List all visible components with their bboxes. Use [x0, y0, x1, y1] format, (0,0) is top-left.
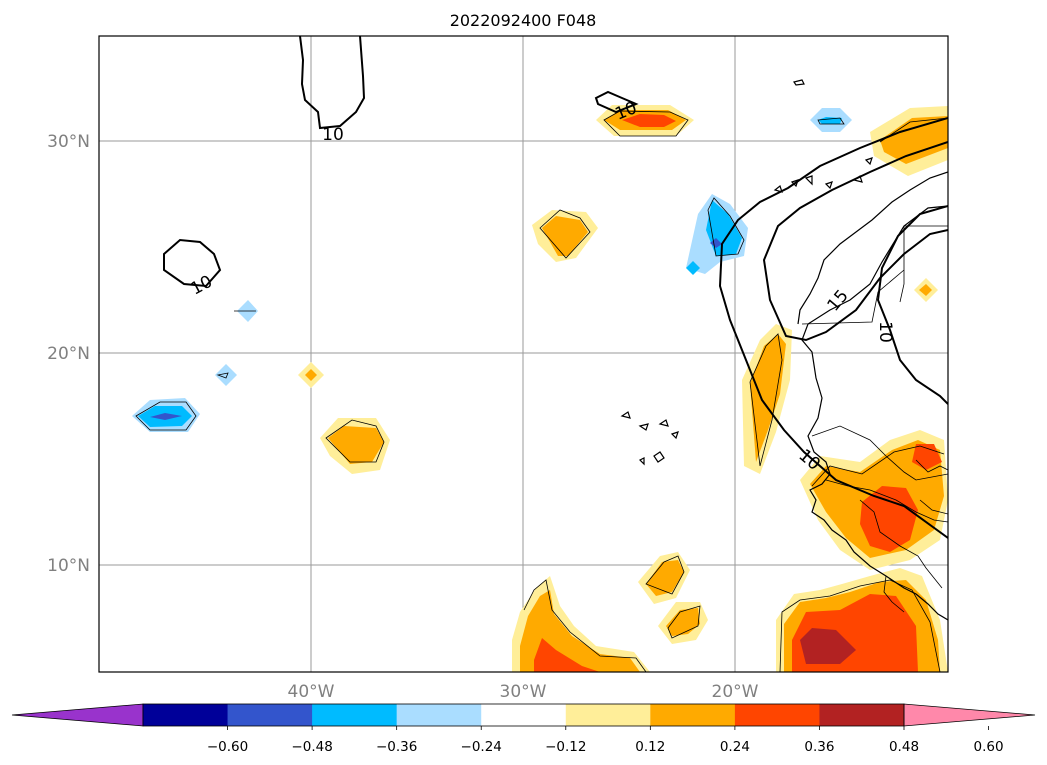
colorbar-segment [227, 704, 313, 726]
contour-outline [707, 197, 745, 257]
contour-outline [667, 605, 701, 639]
colorbar-segment [819, 704, 905, 726]
colorbar-tick-label: 0.36 [804, 739, 834, 755]
map-panel: 10 10 10 10 15 10 30°N 20°N 10°N 40°W 30… [47, 35, 949, 702]
colorbar-tick-label: 0.48 [889, 739, 919, 755]
colorbar-extend-high [903, 703, 1036, 727]
colorbar-tick-label: −0.12 [545, 739, 586, 755]
contour-10-mid-north [594, 90, 639, 114]
lon-label-40w: 40°W [288, 682, 335, 702]
positive-blob-south-max [534, 638, 600, 672]
positive-blob-mid-core [542, 216, 588, 256]
contour-10-north [299, 36, 366, 130]
lat-label-10n: 10°N [47, 556, 90, 576]
contour-outline [135, 401, 197, 431]
negative-blob-west-min [150, 413, 182, 420]
figure-title: 2022092400 F048 [450, 11, 597, 30]
contour-outline [645, 555, 685, 595]
positive-blob-s1-core [646, 560, 684, 596]
lat-labels: 30°N 20°N 10°N [47, 132, 90, 576]
colorbar-segment [565, 704, 651, 726]
negative-blob-east-spot [686, 261, 700, 275]
colorbar-segment [396, 704, 482, 726]
contour-outline [811, 445, 945, 487]
contour-label: 10 [875, 321, 895, 343]
lat-label-30n: 30°N [47, 132, 90, 152]
colorbar-segment [312, 704, 398, 726]
africa-coastline [801, 205, 948, 621]
colorbar: −0.60 −0.48 −0.36 −0.24 −0.12 0.12 0.24 0.36 0.4… [11, 703, 1036, 755]
positive-blob-north-max [622, 114, 676, 127]
contour-outline [749, 333, 783, 467]
coastlines [620, 79, 948, 621]
africa-coastline-north [797, 171, 948, 325]
lat-label-20n: 20°N [47, 344, 90, 364]
positive-blob-nw-africa-core [880, 116, 948, 164]
contour-outline [817, 117, 845, 125]
contour-outline [779, 579, 941, 672]
contour-10-inner [876, 205, 948, 405]
colorbar-tick-label: 0.12 [635, 739, 665, 755]
map-frame [98, 35, 949, 673]
colorbar-tick-label: 0.24 [720, 739, 750, 755]
colorbar-tick-label: 0.60 [974, 739, 1004, 755]
positive-spot-2-core [919, 284, 932, 296]
colorbar-tick-label: −0.24 [461, 739, 502, 755]
border [859, 499, 943, 589]
positive-blob-coast-core [750, 334, 786, 462]
colorbar-segment [481, 704, 567, 726]
contour-10-west [163, 238, 222, 288]
border [899, 226, 905, 303]
positive-blob-se-peak [800, 628, 856, 664]
colorbar-segment [143, 704, 229, 726]
contour-10-east [718, 117, 948, 539]
thick-contours [163, 36, 948, 539]
contour-outline [523, 579, 647, 672]
lon-label-20w: 20°W [712, 682, 759, 702]
contour-15 [762, 141, 948, 342]
colorbar-tick-label: −0.60 [207, 739, 248, 755]
madeira [793, 79, 805, 86]
colorbar-tick-label: −0.36 [376, 739, 417, 755]
cape-verde [620, 411, 679, 466]
colorbar-extend-low [11, 703, 144, 727]
border [811, 425, 948, 481]
positive-blob-africa-max [860, 486, 918, 552]
lon-labels: 40°W 30°W 20°W [288, 682, 759, 702]
colorbar-segment [734, 704, 820, 726]
colorbar-tick-label: −0.48 [291, 739, 332, 755]
contour-outline [325, 419, 385, 463]
contour-outline [216, 372, 229, 379]
colorbar-outline [142, 703, 905, 727]
border [915, 459, 948, 473]
colorbar-segment [650, 704, 736, 726]
lon-label-30w: 30°W [500, 682, 547, 702]
contour-label: 10 [322, 125, 344, 145]
negative-spot-2 [215, 364, 237, 386]
positive-spot-1-core [305, 369, 317, 381]
border [883, 575, 905, 613]
border [919, 499, 948, 515]
contour-outline [539, 209, 591, 259]
gridlines [99, 36, 948, 672]
